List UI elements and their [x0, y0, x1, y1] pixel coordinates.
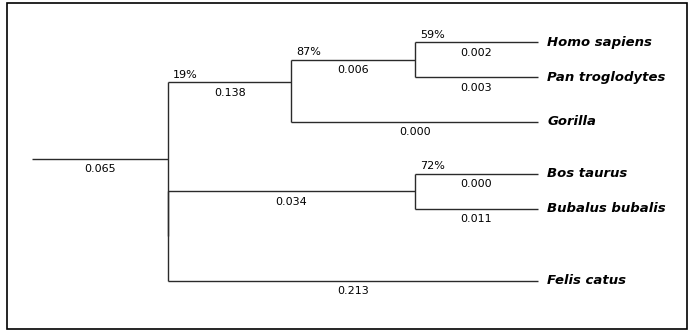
Text: 0.006: 0.006 — [337, 65, 369, 75]
Text: 0.138: 0.138 — [214, 88, 246, 98]
Text: 0.002: 0.002 — [461, 48, 493, 58]
Text: Bubalus bubalis: Bubalus bubalis — [548, 202, 666, 215]
Text: 0.003: 0.003 — [461, 83, 492, 93]
Text: 0.213: 0.213 — [337, 286, 369, 296]
Text: 72%: 72% — [420, 161, 445, 171]
Text: 0.000: 0.000 — [399, 127, 431, 137]
Text: Bos taurus: Bos taurus — [548, 167, 628, 180]
Text: 19%: 19% — [173, 70, 198, 80]
Text: Homo sapiens: Homo sapiens — [548, 36, 652, 49]
Text: 0.011: 0.011 — [461, 214, 492, 224]
Text: Pan troglodytes: Pan troglodytes — [548, 71, 666, 84]
Text: 87%: 87% — [296, 47, 321, 57]
Text: Gorilla: Gorilla — [548, 115, 596, 128]
Text: 0.000: 0.000 — [461, 179, 492, 189]
Text: 0.034: 0.034 — [276, 197, 307, 207]
Text: Felis catus: Felis catus — [548, 274, 627, 287]
Text: 59%: 59% — [420, 30, 445, 40]
Text: 0.065: 0.065 — [85, 164, 116, 174]
